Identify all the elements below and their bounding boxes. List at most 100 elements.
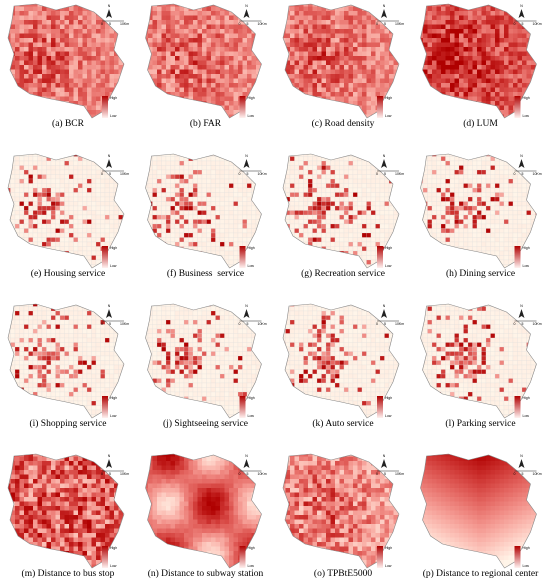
map-cell bbox=[445, 33, 450, 38]
map-cell bbox=[463, 24, 468, 29]
map-cell bbox=[170, 183, 176, 189]
map-cell bbox=[166, 65, 171, 70]
map-cell bbox=[219, 201, 225, 207]
north-arrow bbox=[518, 9, 525, 18]
map-cell bbox=[8, 201, 11, 207]
map-cell bbox=[42, 119, 47, 124]
map-cell bbox=[19, 192, 25, 198]
map-cell bbox=[69, 69, 74, 74]
map-cell bbox=[91, 205, 97, 211]
map-cell bbox=[119, 119, 124, 124]
map-cell bbox=[15, 87, 20, 92]
map-cell bbox=[238, 51, 243, 56]
map-cell bbox=[91, 105, 96, 110]
map-cell bbox=[238, 69, 243, 74]
map-cell bbox=[113, 214, 119, 220]
map-cell bbox=[344, 69, 349, 74]
north-arrow bbox=[381, 9, 387, 18]
map-cell bbox=[459, 105, 464, 110]
map-cell bbox=[206, 33, 211, 38]
map-cell bbox=[283, 92, 286, 97]
map-cell bbox=[156, 205, 162, 211]
map-cell bbox=[335, 56, 340, 61]
map-cell bbox=[526, 69, 531, 74]
map-cell bbox=[206, 11, 211, 16]
map-cell bbox=[330, 255, 336, 261]
map-cell bbox=[339, 38, 344, 43]
map-cell bbox=[228, 165, 234, 171]
map-cell bbox=[299, 6, 304, 11]
map-cell bbox=[118, 29, 123, 34]
map-cell bbox=[50, 160, 56, 166]
map-cell bbox=[55, 196, 61, 202]
map-cell bbox=[321, 169, 327, 175]
scale-label: 0 bbox=[101, 172, 103, 176]
map-cell bbox=[46, 105, 51, 110]
map-cell bbox=[357, 169, 363, 175]
map-cell bbox=[228, 246, 234, 252]
map-cell bbox=[86, 214, 92, 220]
map-cell bbox=[46, 241, 52, 247]
map-cell bbox=[46, 160, 52, 166]
map-cell bbox=[535, 110, 537, 115]
map-cell bbox=[450, 42, 455, 47]
map-cell bbox=[432, 15, 437, 20]
map-cell bbox=[229, 33, 234, 38]
map-cell bbox=[10, 101, 15, 106]
map-cell bbox=[256, 92, 261, 97]
map-cell bbox=[283, 6, 286, 11]
map-cell bbox=[219, 241, 225, 247]
map-cell bbox=[174, 196, 180, 202]
map-cell bbox=[371, 83, 376, 88]
map-cell bbox=[459, 38, 464, 43]
map-cell bbox=[486, 60, 491, 65]
map-cell bbox=[197, 232, 203, 238]
map-cell bbox=[23, 192, 29, 198]
map-cell bbox=[237, 183, 243, 189]
map-cell bbox=[242, 223, 248, 229]
map-cell bbox=[330, 160, 336, 166]
map-cell bbox=[233, 11, 238, 16]
map-cell bbox=[499, 105, 504, 110]
map-cell bbox=[490, 56, 495, 61]
map-cell bbox=[366, 250, 372, 256]
map-cell bbox=[441, 20, 446, 25]
map-cell bbox=[165, 192, 171, 198]
map-cell bbox=[224, 205, 230, 211]
map-cell bbox=[68, 187, 74, 193]
map-cell bbox=[152, 78, 157, 83]
map-cell bbox=[312, 110, 317, 115]
map-cell bbox=[298, 165, 304, 171]
map-cell bbox=[123, 29, 124, 34]
map-cell bbox=[55, 237, 61, 243]
map-cell bbox=[91, 196, 97, 202]
map-cell bbox=[60, 65, 65, 70]
map-cell bbox=[8, 101, 11, 106]
map-cell bbox=[96, 56, 101, 61]
map-cell bbox=[188, 205, 194, 211]
map-cell bbox=[188, 101, 193, 106]
map-cell bbox=[165, 196, 171, 202]
map-cell bbox=[522, 33, 527, 38]
map-cell bbox=[531, 92, 536, 97]
map-cell bbox=[459, 33, 464, 38]
map-cell bbox=[202, 29, 207, 34]
map-cell bbox=[59, 219, 65, 225]
map-cell bbox=[59, 169, 65, 175]
map-cell bbox=[326, 47, 331, 52]
map-cell bbox=[339, 69, 344, 74]
map-cell bbox=[68, 219, 74, 225]
map-cell bbox=[60, 29, 65, 34]
map-cell bbox=[343, 187, 349, 193]
map-cell bbox=[100, 60, 105, 65]
map-cell bbox=[215, 92, 220, 97]
map-cell bbox=[166, 47, 171, 52]
map-cell bbox=[33, 105, 38, 110]
map-cell bbox=[247, 69, 252, 74]
map-cell bbox=[432, 33, 437, 38]
map-cell bbox=[242, 232, 248, 238]
map-cell bbox=[375, 78, 380, 83]
map-cell bbox=[393, 60, 398, 65]
map-cell bbox=[321, 4, 326, 7]
map-cell bbox=[10, 264, 16, 268]
